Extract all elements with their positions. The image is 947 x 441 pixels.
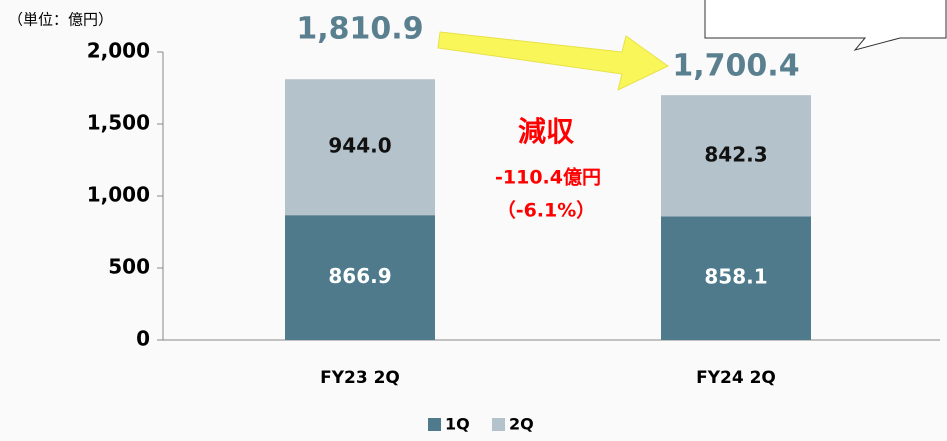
value-label: 858.1 (704, 265, 767, 289)
total-label: 1,810.9 (296, 12, 423, 47)
annotation: -110.4億円 (495, 166, 601, 189)
legend-swatch (492, 418, 505, 431)
annotation: （-6.1%） (497, 199, 596, 222)
callout-box (704, 0, 947, 51)
y-tick-label: 500 (108, 255, 150, 279)
bar-segment (661, 216, 811, 340)
bar-segment (285, 79, 435, 216)
legend-label: 2Q (509, 415, 534, 434)
bar-segment (661, 95, 811, 217)
value-label: 842.3 (704, 142, 767, 166)
x-tick-label: FY24 2Q (696, 368, 776, 388)
unit-label: （単位：億円） (8, 11, 113, 29)
y-tick-label: 1,000 (87, 183, 150, 207)
x-tick-label: FY23 2Q (320, 368, 400, 388)
y-tick-label: 2,000 (87, 39, 150, 63)
annotation: 減収 (518, 115, 575, 148)
legend-label: 1Q (445, 415, 470, 434)
legend-swatch (428, 418, 441, 431)
value-label: 944.0 (328, 134, 391, 158)
value-label: 866.9 (328, 264, 391, 288)
bar-segment (285, 215, 435, 340)
total-label: 1,700.4 (672, 49, 799, 84)
y-tick-label: 0 (136, 327, 150, 351)
arrow (437, 31, 669, 91)
y-tick-label: 1,500 (87, 111, 150, 135)
